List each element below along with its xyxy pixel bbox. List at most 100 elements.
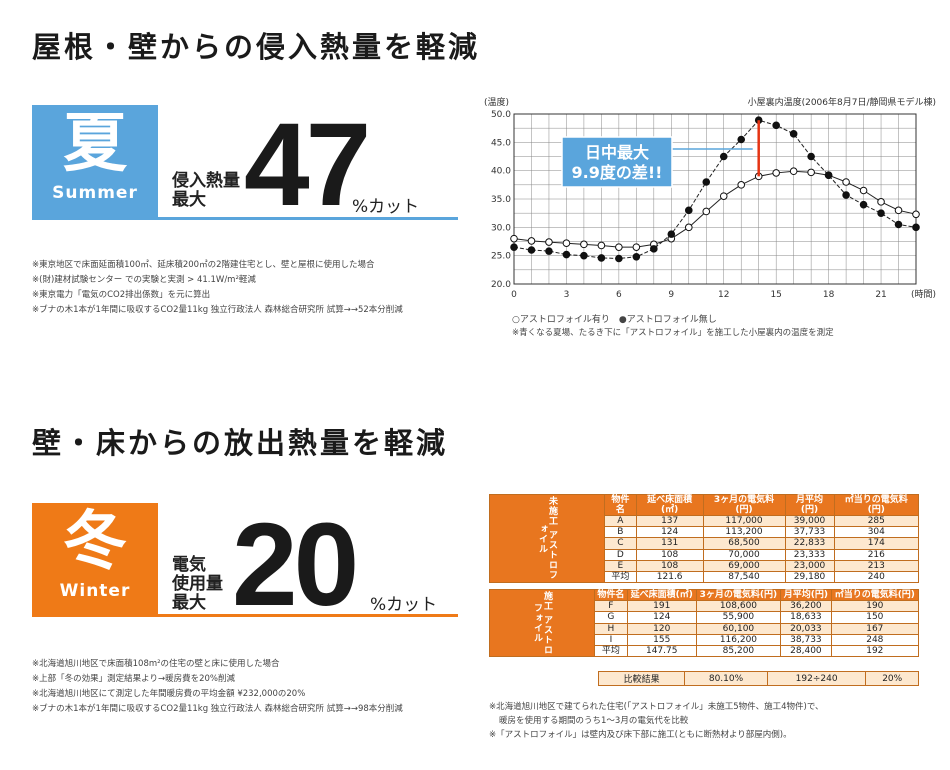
col-header: 延べ床面積(㎡) <box>626 588 697 602</box>
compare-area: 80.10% <box>684 671 768 686</box>
summer-label-line1: 侵入熱量 <box>172 171 240 191</box>
data-point <box>877 209 885 217</box>
x-tick-label: 9 <box>668 290 674 300</box>
table-note: 暖房を使用する期間のうち1〜3月の電気代を比較 <box>499 716 689 726</box>
cell: 137 <box>635 514 704 528</box>
cell: 285 <box>833 514 920 528</box>
cell: 23,000 <box>784 559 835 572</box>
winter-heading: 壁・床からの放出熱量を軽減 <box>32 426 449 460</box>
cell: B <box>604 526 637 539</box>
cell: 69,000 <box>702 559 786 572</box>
chart-title: 小屋裏内温度(2006年8月7日/静岡県モデル棟) <box>748 96 936 108</box>
y-tick-label: 35.0 <box>491 195 511 205</box>
cell: H <box>594 622 628 635</box>
summer-metric-label: 侵入熱量 最大 <box>172 172 240 210</box>
x-tick-label: 21 <box>875 290 886 300</box>
data-point <box>510 243 518 251</box>
cell: 304 <box>833 526 920 539</box>
winter-note: ※ブナの木1本が1年間に吸収するCO2量11kg 独立行政法人 森林総合研究所 … <box>32 704 403 714</box>
y-tick-label: 20.0 <box>491 280 511 290</box>
y-tick-label: 40.0 <box>491 167 511 177</box>
winter-rule <box>32 614 458 617</box>
data-point <box>562 250 571 259</box>
data-point <box>737 135 746 144</box>
data-point <box>877 198 885 206</box>
col-header: 物件名 <box>594 588 628 602</box>
data-point <box>527 237 536 245</box>
table-note: ※「アストロフォイル」は壁内及び床下部に施工(ともに断熱材より部屋内側)。 <box>489 730 792 740</box>
cell: 108 <box>635 559 704 572</box>
cell: C <box>604 537 637 550</box>
table-row: B 124 113,200 37,733 304 <box>490 526 920 539</box>
cell: 155 <box>626 633 697 646</box>
data-point <box>772 121 780 130</box>
data-point <box>912 223 920 232</box>
compare-label: 比較結果 <box>597 671 686 686</box>
cell: E <box>604 559 637 572</box>
x-tick-label: 0 <box>511 290 517 300</box>
col-header: ㎡当りの電気料(円) <box>830 588 920 602</box>
cell: 108 <box>635 548 704 561</box>
table-notes: ※北海道旭川地区で建てられた住宅(「アストロフォイル」未施工5物件、施工4物件)… <box>489 700 929 742</box>
table-unconstructed: 未施工 アストロフォイル 物件名 延べ床面積(㎡) 3ヶ月の電気料(円) 月平均… <box>489 493 920 584</box>
group2-side-label: 施工 アストロフォイル <box>489 588 595 658</box>
data-point <box>859 200 868 209</box>
x-tick-label: 18 <box>823 290 835 300</box>
winter-kanji: 冬 <box>63 504 127 579</box>
winter-label-line2: 使用量 <box>172 574 223 594</box>
col-header: 月平均(円) <box>784 494 835 516</box>
data-point <box>702 207 711 216</box>
cell: 124 <box>635 526 704 539</box>
chart-legend: ○アストロフォイル有り ●アストロフォイル無し <box>512 312 717 325</box>
temperature-chart: 20.0 25.0 30.0 35.0 40.0 45.0 50.0 0 3 6 9 12 15 18 21… <box>484 96 936 300</box>
plot-frame <box>513 113 917 285</box>
cell: 248 <box>830 633 920 646</box>
cell: 28,400 <box>780 644 832 658</box>
summer-rule <box>32 217 458 220</box>
y-tick-label: 50.0 <box>491 110 511 120</box>
winter-notes: ※北海道旭川地区で床面積108m²の住宅の壁と床に使用した場合 ※上部「冬の効果… <box>32 657 482 717</box>
cell: 38,733 <box>780 633 832 646</box>
data-point <box>842 191 850 199</box>
table-row: H 120 60,100 20,033 167 <box>490 622 920 635</box>
cell: 68,500 <box>702 537 786 550</box>
cell: I <box>594 633 628 646</box>
cell: 18,633 <box>780 611 832 624</box>
data-point <box>702 178 711 186</box>
cell: 23,333 <box>784 548 835 561</box>
data-point <box>807 152 815 161</box>
callout-text: 9.9度の差!! <box>572 163 663 182</box>
winter-note: ※北海道旭川地区で床面積108m²の住宅の壁と床に使用した場合 <box>32 659 280 669</box>
data-point <box>615 254 623 263</box>
cell: 174 <box>833 537 920 550</box>
summer-en-label: Summer <box>52 183 138 203</box>
winter-badge: 冬 Winter <box>32 503 158 615</box>
table-row: A 137 117,000 39,000 285 <box>490 514 920 528</box>
table-note: ※北海道旭川地区で建てられた住宅(「アストロフォイル」未施工5物件、施工4物件)… <box>489 702 824 712</box>
data-point <box>562 239 571 247</box>
summer-big-value: 47 <box>244 99 371 231</box>
cell: 216 <box>833 548 920 561</box>
data-point <box>894 206 903 215</box>
summer-notes: ※東京地区で床面延面積100㎡、延床積200㎡の2階建住宅とし、壁と屋根に使用し… <box>32 258 472 318</box>
y-tick-label: 25.0 <box>491 252 511 262</box>
table-row: E 108 69,000 23,000 213 <box>490 559 920 572</box>
legend-open: ○アストロフォイル有り <box>512 315 610 325</box>
summer-note: ※(財)建材試験センター での実験と実測 > 41.1W/m²軽減 <box>32 275 256 285</box>
summer-note: ※東京地区で床面延面積100㎡、延床積200㎡の2階建住宅とし、壁と屋根に使用し… <box>32 260 375 270</box>
cell: 85,200 <box>695 644 782 658</box>
x-tick-label: 12 <box>718 290 729 300</box>
cell: 22,833 <box>784 537 835 550</box>
table-row: D 108 70,000 23,333 216 <box>490 548 920 561</box>
table-row-average: 平均 147.75 85,200 28,400 192 <box>490 644 920 658</box>
cell: A <box>604 514 637 528</box>
summer-heading: 屋根・壁からの侵入熱量を軽減 <box>32 30 481 64</box>
legend-filled: ●アストロフォイル無し <box>618 315 717 325</box>
data-point <box>684 223 693 232</box>
cell: 39,000 <box>784 514 835 528</box>
comparison-row: 比較結果 80.10% 192÷240 20% <box>597 671 919 686</box>
winter-metric-label: 電気 使用量 最大 <box>172 556 223 613</box>
cell: 116,200 <box>695 633 782 646</box>
cell: 147.75 <box>626 644 697 658</box>
cell: 150 <box>830 611 920 624</box>
